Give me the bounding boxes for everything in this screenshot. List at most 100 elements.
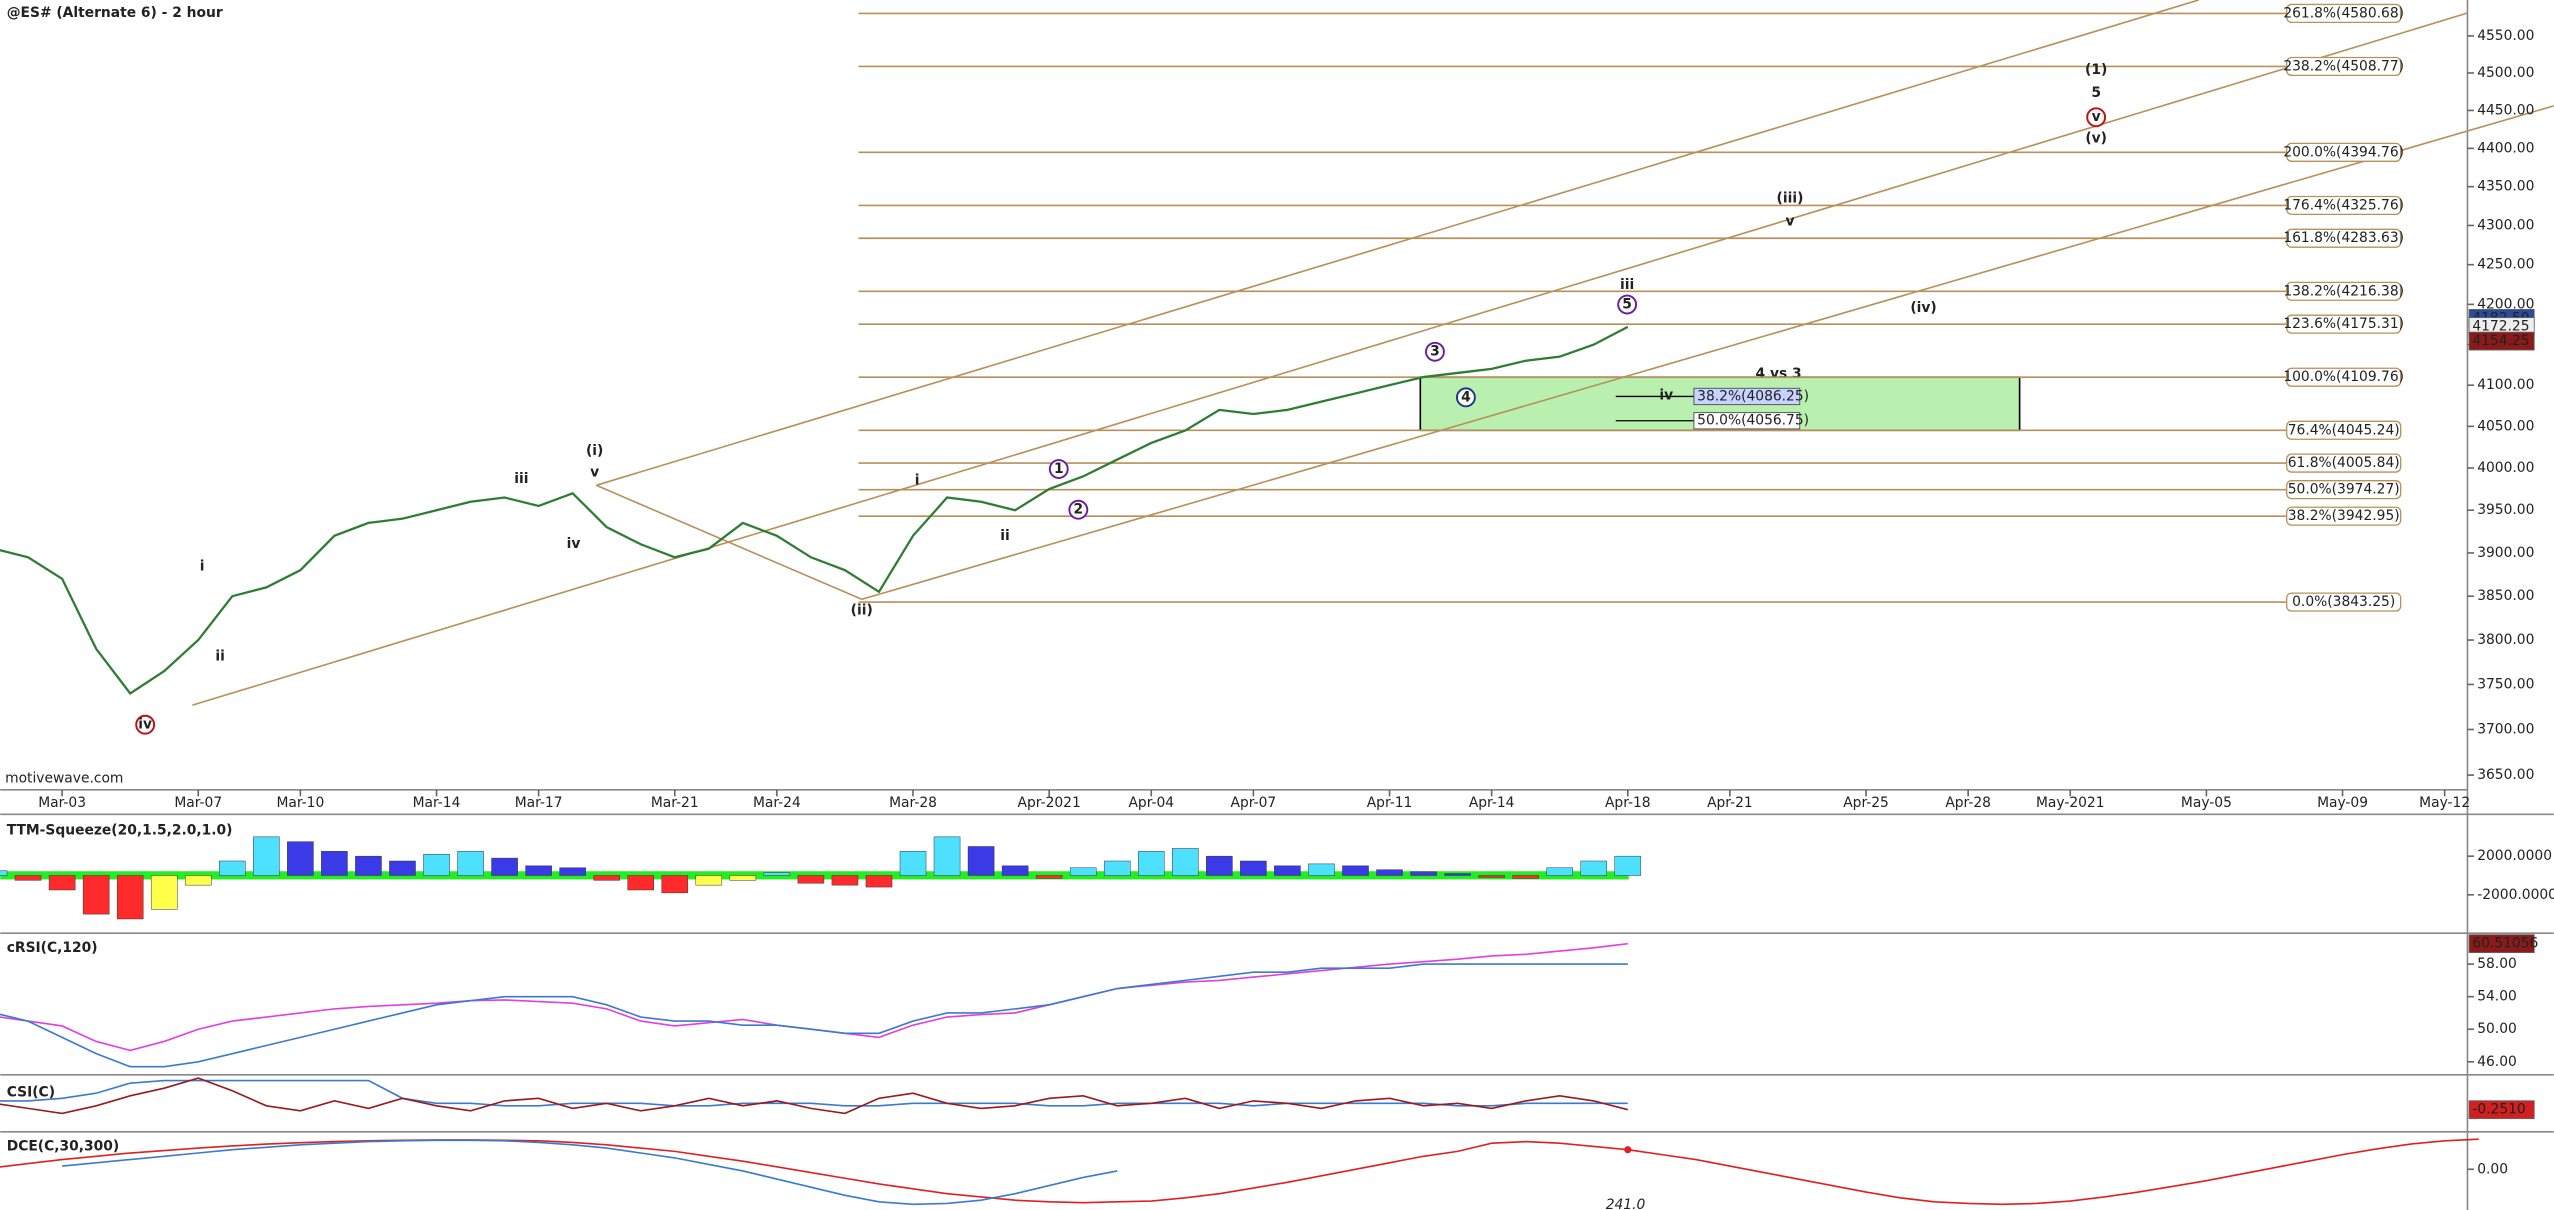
histogram-bar (1035, 875, 1063, 879)
value-badge (2468, 1100, 2535, 1120)
histogram-bar (1580, 860, 1608, 876)
wave-circle (1455, 387, 1476, 408)
histogram-bar (1478, 875, 1505, 878)
histogram-bar (1274, 865, 1301, 876)
histogram-bar (1614, 855, 1642, 876)
y-tick-label: 54.00 (2477, 989, 2517, 1005)
fib-label-box (2286, 142, 2402, 162)
histogram-bar (831, 875, 859, 886)
y-tick-label: 58.00 (2477, 956, 2517, 972)
wave-label: 1 (1054, 461, 1064, 477)
zone-level-box (1693, 412, 1801, 430)
wave-label: (iv) (1910, 300, 1936, 316)
fib-label-box (2286, 314, 2402, 334)
y-tick-label: 3800.00 (2477, 632, 2534, 648)
histogram-bar (797, 875, 825, 884)
wave-label: 4 (1461, 389, 1471, 405)
series-line (0, 1079, 1628, 1107)
histogram-bar (150, 875, 178, 910)
wave-label: (1) (2085, 62, 2107, 78)
x-tick-label: May-05 (2181, 795, 2232, 811)
histogram-bar (1103, 860, 1131, 876)
wave-circle (1048, 459, 1069, 479)
histogram-bar (82, 875, 110, 915)
wave-label: v (1785, 213, 1794, 229)
x-tick-label: Apr-18 (1605, 795, 1651, 811)
fib-label: 50.0%(3974.27) (2288, 482, 2400, 498)
zone-level-label: 50.0%(4056.75) (1697, 413, 1809, 429)
y-tick-label: 3900.00 (2477, 545, 2534, 561)
chart-title: @ES# (Alternate 6) - 2 hour (7, 5, 223, 21)
y-tick-label: 3650.00 (2477, 767, 2534, 783)
histogram-bar (14, 875, 42, 881)
y-tick-label: 4550.00 (2477, 28, 2534, 44)
channel-lines (192, 0, 2554, 706)
histogram-bar (967, 846, 995, 876)
fib-label-box (2286, 420, 2402, 440)
fib-label: 0.0%(3843.25) (2292, 594, 2395, 610)
y-tick-label: 3700.00 (2477, 721, 2534, 737)
y-tick-label: 4200.00 (2477, 296, 2534, 312)
wave-circle (1425, 341, 1445, 362)
series-line (62, 1139, 1118, 1206)
channel-line (596, 0, 2199, 487)
histogram-bar (0, 870, 8, 876)
x-tick-label: Mar-14 (413, 795, 461, 811)
wave-label: v (2092, 109, 2101, 125)
zone-label: 4 vs 3 (1756, 366, 1802, 382)
y-tick-label: 4400.00 (2477, 140, 2534, 156)
panel-title: TTM-Squeeze(20,1.5,2.0,1.0) (7, 823, 233, 839)
panel-title: cRSI(C,120) (7, 940, 98, 956)
wave-label: iii (514, 471, 528, 487)
value-badge-label: -0.2510 (2472, 1102, 2525, 1118)
fib-label: 261.8%(4580.68) (2283, 5, 2404, 21)
histogram-bar (1444, 873, 1471, 876)
fib-label: 200.0%(4394.76) (2283, 144, 2404, 160)
x-tick-label: Apr-04 (1128, 795, 1174, 811)
histogram-bar (1240, 860, 1267, 876)
fib-label-box (2286, 228, 2402, 248)
wave-label: (v) (2085, 130, 2107, 146)
y-tick-label: 4100.00 (2477, 377, 2534, 393)
histogram-bar (933, 836, 961, 876)
fib-label: 176.4%(4325.76) (2283, 197, 2404, 213)
y-tick-label: 4000.00 (2477, 460, 2534, 476)
value-badge (2468, 331, 2535, 351)
fib-label: 138.2%(4216.38) (2283, 283, 2404, 299)
wave-label: ii (1000, 528, 1009, 544)
x-tick-label: Mar-07 (174, 795, 222, 811)
y-tick-label: 0.00 (2477, 1161, 2508, 1177)
wave-label: i (200, 559, 205, 575)
histogram-bar (355, 855, 382, 876)
wave-circle (1617, 294, 1638, 315)
y-tick-label: 3850.00 (2477, 588, 2534, 604)
value-badge-label: 4172.25 (2472, 319, 2529, 335)
histogram-bar (627, 875, 655, 891)
value-badge-label: 4154.25 (2472, 333, 2529, 349)
fib-label: 161.8%(4283.63) (2283, 230, 2404, 246)
histogram-bar (1206, 855, 1233, 876)
histogram-bar (287, 841, 314, 876)
panel-title: DCE(C,30,300) (7, 1138, 119, 1154)
fib-label: 61.8%(4005.84) (2288, 455, 2400, 471)
x-tick-label: May-2021 (2036, 795, 2105, 811)
histogram-bar (1342, 865, 1369, 876)
fib-label: 38.2%(3942.95) (2288, 508, 2400, 524)
y-tick-label: 4250.00 (2477, 257, 2534, 273)
histogram-bar (184, 875, 212, 886)
fib-label-box (2286, 592, 2402, 612)
histogram-bar (695, 875, 723, 886)
wave-label: ii (215, 648, 224, 664)
histogram-bar (1308, 863, 1335, 876)
histogram-bar (389, 860, 416, 876)
fib-label-box (2286, 480, 2402, 500)
x-tick-label: Apr-21 (1707, 795, 1753, 811)
histogram-bar (219, 860, 246, 876)
wave-circle (1068, 499, 1089, 520)
histogram-bar (661, 875, 689, 894)
y-tick-label: 2000.0000 (2477, 848, 2552, 864)
histogram-bar (321, 851, 348, 876)
wave-label: iii (1620, 277, 1634, 293)
